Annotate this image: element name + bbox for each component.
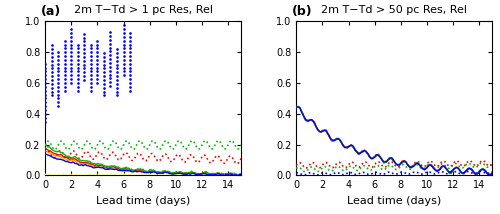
Title: 2m T−Td > 50 pc Res, Rel: 2m T−Td > 50 pc Res, Rel xyxy=(322,5,468,15)
Text: (a): (a) xyxy=(41,5,62,18)
Title: 2m T−Td > 1 pc Res, Rel: 2m T−Td > 1 pc Res, Rel xyxy=(74,5,212,15)
X-axis label: Lead time (days): Lead time (days) xyxy=(96,196,190,206)
Text: (b): (b) xyxy=(292,5,313,18)
X-axis label: Lead time (days): Lead time (days) xyxy=(347,196,442,206)
